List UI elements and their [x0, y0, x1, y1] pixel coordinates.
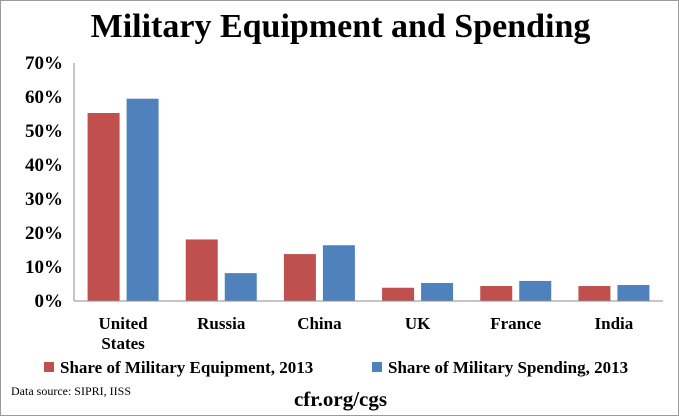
bar-equipment: [283, 254, 316, 301]
bar-spending: [224, 273, 257, 301]
legend-label-spending: Share of Military Spending, 2013: [388, 358, 629, 377]
bar-equipment: [87, 112, 120, 301]
credit-link-text: cfr.org/cgs: [293, 387, 388, 411]
x-tick-label: India: [595, 314, 634, 333]
legend-label-equipment: Share of Military Equipment, 2013: [60, 358, 314, 377]
x-tick-label: Russia: [197, 314, 246, 333]
data-source-note: Data source: SIPRI, IISS: [11, 384, 131, 398]
chart-title: Military Equipment and Spending: [90, 8, 591, 45]
y-tick-label: 0%: [35, 291, 64, 312]
y-tick-label: 10%: [25, 257, 63, 278]
legend-item-equipment: Share of Military Equipment, 2013: [44, 356, 313, 380]
y-tick-label: 60%: [25, 87, 63, 108]
x-tick-label: UK: [405, 314, 431, 333]
x-tick-label: France: [490, 314, 541, 333]
bar-equipment: [185, 239, 218, 301]
bar-spending: [519, 280, 552, 301]
x-tick-label: China: [297, 314, 342, 333]
y-tick-label: 70%: [25, 53, 63, 74]
bar-equipment: [480, 286, 513, 301]
legend-swatch-equipment: [44, 362, 54, 372]
y-tick-label: 30%: [25, 189, 63, 210]
bar-equipment: [578, 286, 611, 301]
bar-spending: [126, 98, 159, 301]
y-tick-label: 40%: [25, 155, 63, 176]
bar-equipment: [382, 287, 415, 301]
legend-item-spending: Share of Military Spending, 2013: [372, 356, 628, 380]
y-tick-label: 50%: [25, 121, 63, 142]
x-tick-label: United States: [99, 314, 149, 353]
legend-swatch-spending: [372, 362, 382, 372]
y-tick-label: 20%: [25, 223, 63, 244]
chart-legend: Share of Military Equipment, 2013 Share …: [1, 356, 679, 380]
bar-spending: [617, 285, 650, 301]
bar-chart-plot: 0% 10% 20% 30% 40% 50% 60% 70% United States Russi…: [25, 53, 663, 353]
bar-spending: [322, 245, 355, 301]
bar-spending: [421, 282, 454, 301]
